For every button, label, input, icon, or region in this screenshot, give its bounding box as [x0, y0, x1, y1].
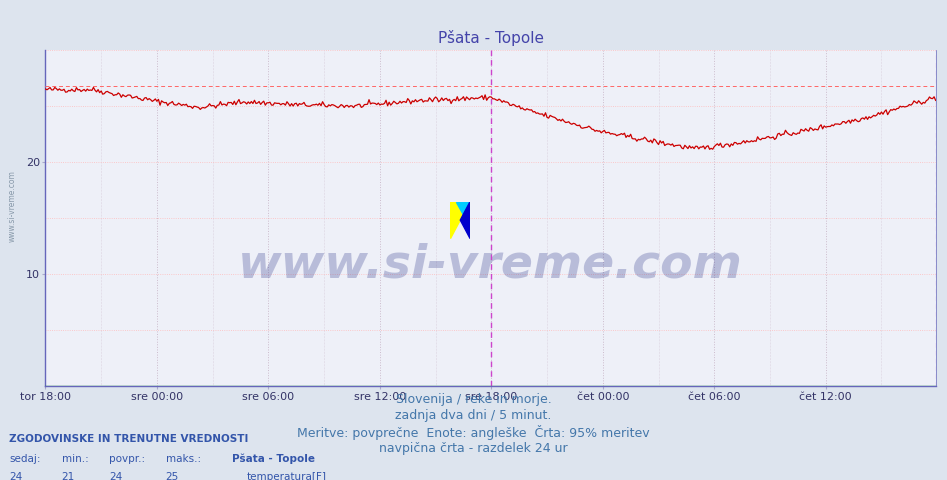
Text: www.si-vreme.com: www.si-vreme.com — [8, 170, 17, 242]
Title: Pšata - Topole: Pšata - Topole — [438, 30, 544, 47]
Text: zadnja dva dni / 5 minut.: zadnja dva dni / 5 minut. — [395, 409, 552, 422]
Text: 24: 24 — [9, 472, 23, 480]
Text: Meritve: povprečne  Enote: angleške  Črta: 95% meritev: Meritve: povprečne Enote: angleške Črta:… — [297, 425, 650, 440]
Text: navpična črta - razdelek 24 ur: navpična črta - razdelek 24 ur — [379, 442, 568, 455]
Text: ZGODOVINSKE IN TRENUTNE VREDNOSTI: ZGODOVINSKE IN TRENUTNE VREDNOSTI — [9, 434, 249, 444]
Text: temperatura[F]: temperatura[F] — [247, 472, 327, 480]
Text: povpr.:: povpr.: — [109, 454, 145, 464]
Text: min.:: min.: — [62, 454, 88, 464]
Text: Pšata - Topole: Pšata - Topole — [232, 454, 315, 464]
Text: 25: 25 — [166, 472, 179, 480]
Polygon shape — [456, 202, 470, 228]
Text: sedaj:: sedaj: — [9, 454, 41, 464]
Polygon shape — [451, 202, 470, 239]
Text: 21: 21 — [62, 472, 75, 480]
Text: Slovenija / reke in morje.: Slovenija / reke in morje. — [396, 393, 551, 406]
Text: maks.:: maks.: — [166, 454, 201, 464]
Text: 24: 24 — [109, 472, 122, 480]
Text: www.si-vreme.com: www.si-vreme.com — [238, 243, 743, 288]
Polygon shape — [460, 202, 470, 239]
